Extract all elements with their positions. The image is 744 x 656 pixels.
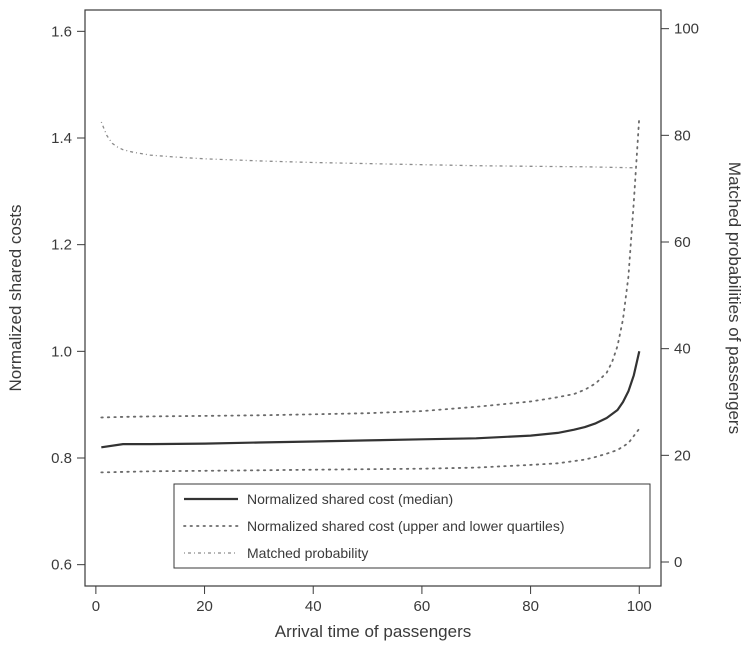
y-left-tick-label: 1.6 <box>51 23 72 40</box>
y-right-tick-label: 20 <box>674 447 691 464</box>
y-left-tick-label: 0.6 <box>51 557 72 574</box>
series-normalized-shared-cost-median <box>101 351 641 449</box>
legend-box <box>173 483 651 569</box>
series-normalized-shared-cost-lower-quartile <box>100 427 641 474</box>
y-left-tick-label: 1.2 <box>51 237 72 254</box>
x-tick-label: 100 <box>627 598 652 615</box>
y-right-tick-label: 80 <box>674 127 691 144</box>
plot-frame <box>84 9 662 587</box>
y-right-tick-label: 100 <box>674 21 699 38</box>
legend-label-quartiles: Normalized shared cost (upper and lower … <box>247 518 564 534</box>
x-tick-label: 40 <box>305 598 322 615</box>
y-left-tick-label: 0.8 <box>51 450 72 467</box>
series-matched-probability <box>100 121 640 169</box>
y-right-tick-label: 0 <box>674 554 682 571</box>
y-left-axis: 0.6 0.8 1.0 1.2 1.4 1.6 <box>51 23 85 574</box>
x-axis-title: Arrival time of passengers <box>275 622 472 641</box>
x-tick-label: 0 <box>92 598 100 615</box>
x-axis: 0 20 40 60 80 100 <box>92 586 652 615</box>
y-right-axis: 0 20 40 60 80 100 <box>661 21 699 571</box>
legend-label-matched: Matched probability <box>247 545 368 561</box>
y-right-axis-title: Matched probabilities of passengers <box>725 162 744 434</box>
x-tick-label: 60 <box>414 598 431 615</box>
y-right-tick-label: 60 <box>674 234 691 251</box>
y-left-axis-title: Normalized shared costs <box>6 204 25 391</box>
y-right-tick-label: 40 <box>674 341 691 358</box>
y-left-tick-label: 1.0 <box>51 343 72 360</box>
series-layer <box>100 115 641 474</box>
x-tick-label: 20 <box>196 598 213 615</box>
legend: Normalized shared cost (median) Normaliz… <box>173 483 651 569</box>
y-left-tick-label: 1.4 <box>51 130 72 147</box>
x-tick-label: 80 <box>522 598 539 615</box>
legend-label-median: Normalized shared cost (median) <box>247 491 453 507</box>
series-normalized-shared-cost-upper-quartile <box>100 115 641 419</box>
